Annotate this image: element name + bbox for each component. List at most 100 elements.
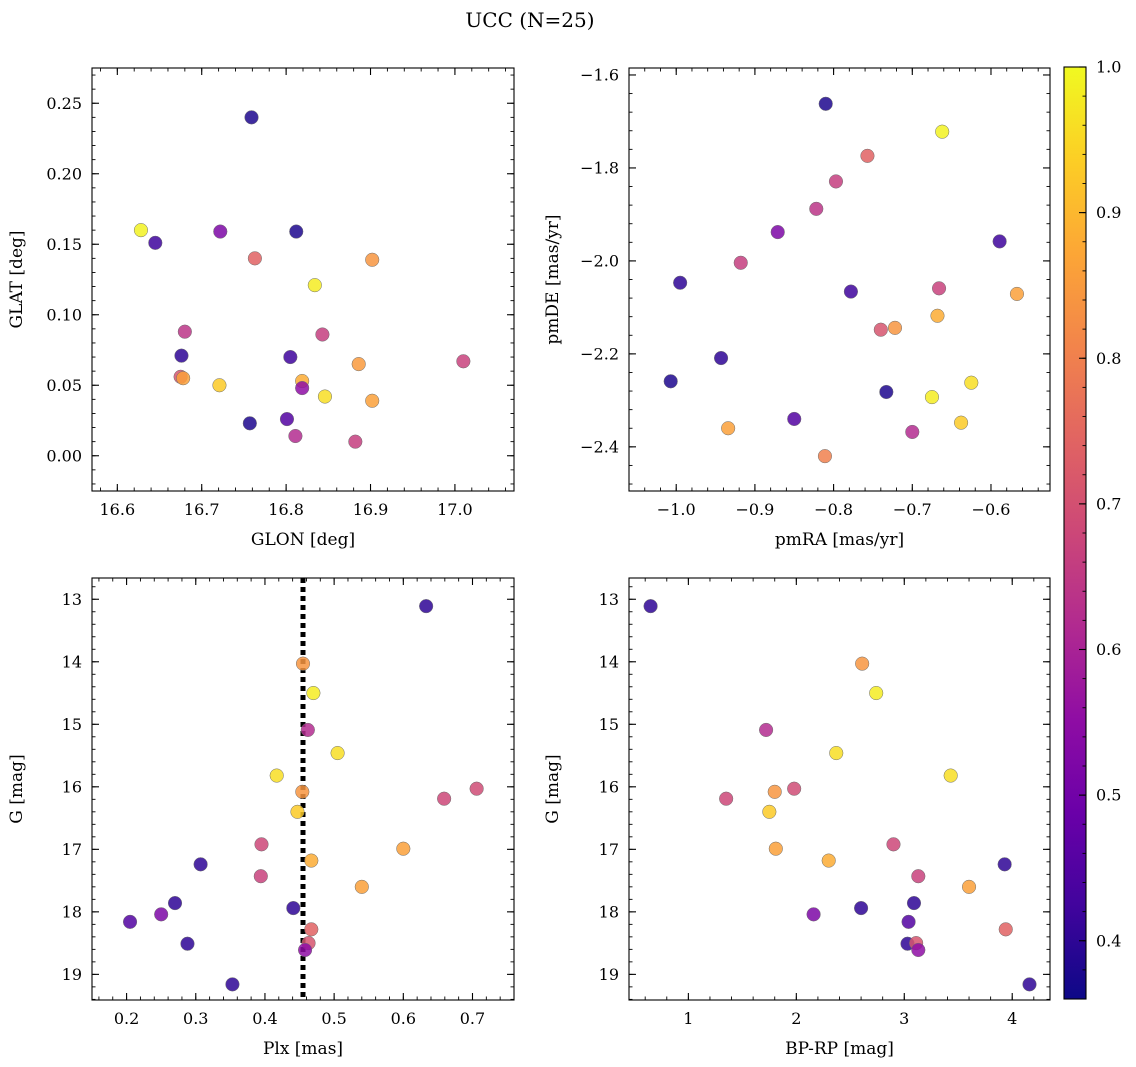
- y-tick-label: −2.2: [580, 344, 619, 363]
- x-tick-label: −0.8: [814, 500, 853, 519]
- scatter-point: [905, 424, 920, 440]
- scatter-point: [887, 320, 903, 335]
- y-tick-label: 14: [599, 652, 619, 671]
- scatter-point: [304, 853, 319, 868]
- scatter-point: [719, 791, 734, 806]
- scatter-point: [315, 327, 330, 342]
- scatter-point: [954, 415, 969, 430]
- x-axis-label: GLON [deg]: [251, 530, 355, 550]
- colorbar-tick-label: 1.0: [1096, 58, 1121, 77]
- scatter-point: [283, 350, 298, 365]
- scatter-point: [964, 375, 979, 390]
- scatter-point: [930, 308, 945, 323]
- y-tick-label: −2.4: [580, 437, 619, 456]
- scatter-point: [254, 837, 269, 852]
- scatter-point: [174, 348, 189, 363]
- scatter-point: [330, 746, 345, 761]
- y-tick-label: 0.10: [46, 305, 82, 324]
- scatter-point: [924, 390, 940, 405]
- scatter-point: [396, 841, 411, 856]
- scatter-point: [663, 374, 678, 389]
- scatter-point: [714, 351, 729, 366]
- scatter-point: [154, 907, 169, 922]
- scatter-point: [295, 381, 310, 396]
- y-tick-label: 18: [62, 902, 82, 921]
- y-tick-label: 15: [62, 715, 82, 734]
- figure-title: UCC (N=25): [465, 8, 594, 32]
- scatter-point: [860, 148, 875, 163]
- scatter-point: [244, 110, 259, 125]
- scatter-point: [348, 434, 363, 449]
- x-tick-label: −0.9: [735, 500, 774, 519]
- scatter-point: [300, 722, 315, 737]
- y-tick-label: 17: [599, 840, 619, 859]
- x-tick-label: −0.6: [972, 500, 1011, 519]
- scatter-point: [354, 879, 369, 894]
- scatter-point: [419, 599, 434, 614]
- scatter-point: [828, 174, 844, 189]
- scatter-point: [212, 378, 227, 393]
- scatter-point: [770, 225, 785, 240]
- panel-pmra-pmde: −1.0 −0.9 −0.8 −0.7 −0.6 −2.4 −2.2 −2.0 −1.8 −1.6…: [543, 65, 1051, 550]
- scatter-point: [843, 284, 858, 299]
- y-tick-label: 19: [62, 965, 82, 984]
- scatter-point: [177, 324, 192, 339]
- y-tick-label: 19: [599, 965, 619, 984]
- y-axis-label: GLAT [deg]: [7, 230, 27, 328]
- y-tick-label: 15: [599, 715, 619, 734]
- scatter-point: [935, 124, 950, 139]
- y-tick-label: −2.0: [580, 251, 619, 270]
- scatter-point: [288, 428, 303, 444]
- scatter-point: [768, 841, 783, 856]
- x-tick-label: 0.2: [114, 1009, 139, 1028]
- scatter-point: [289, 224, 304, 239]
- scatter-point: [886, 837, 901, 852]
- scatter-point: [213, 224, 228, 239]
- scatter-point: [1022, 977, 1037, 992]
- y-tick-label: −1.6: [580, 65, 619, 84]
- scatter-point: [247, 251, 262, 266]
- scatter-point: [295, 656, 311, 671]
- y-tick-label: 18: [599, 902, 619, 921]
- scatter-point: [242, 416, 257, 431]
- colorbar-tick-label: 0.7: [1096, 494, 1121, 513]
- scatter-point: [869, 685, 884, 701]
- y-tick-label: −1.8: [580, 158, 619, 177]
- y-tick-label: 0.20: [46, 164, 82, 183]
- panel-bprp-g: 1 2 3 4 13 14 15 16 17 18 19 BP-RP [mag] G [mag]: [543, 577, 1051, 1059]
- colorbar-tick-label: 0.6: [1096, 640, 1121, 659]
- scatter-point: [295, 784, 310, 799]
- scatter-point: [317, 389, 332, 404]
- scatter-point: [180, 936, 195, 951]
- scatter-point: [762, 804, 777, 819]
- axes-frame: [628, 577, 1051, 1001]
- scatter-point: [821, 853, 836, 868]
- colorbar-tick-label: 0.5: [1096, 786, 1121, 805]
- scatter-point: [306, 685, 321, 701]
- scatter-point: [943, 768, 958, 783]
- scatter-point: [817, 449, 832, 464]
- x-tick-label: 0.6: [391, 1009, 416, 1028]
- y-tick-label: 16: [599, 777, 619, 796]
- scatter-point: [298, 942, 313, 958]
- scatter-point: [307, 278, 322, 293]
- scatter-point: [931, 281, 947, 296]
- x-axis-label: Plx [mas]: [263, 1039, 343, 1059]
- scatter-point: [437, 791, 452, 806]
- scatter-point: [469, 781, 484, 796]
- scatter-point: [365, 252, 380, 267]
- scatter-point: [759, 722, 774, 737]
- y-tick-label: 17: [62, 840, 82, 859]
- panel-plx-g: 0.2 0.3 0.4 0.5 0.6 0.7 13 14 15 16 17 18 19 Plx [mas…: [7, 577, 515, 1059]
- colorbar-tick-label: 0.4: [1096, 931, 1121, 950]
- axes-frame: [628, 67, 1051, 492]
- x-axis-label: pmRA [mas/yr]: [775, 530, 904, 550]
- scatter-point: [961, 879, 977, 894]
- y-tick-label: 16: [62, 777, 82, 796]
- x-tick-label: 0.7: [460, 1009, 485, 1028]
- scatter-point: [879, 384, 894, 400]
- scatter-point: [193, 857, 208, 872]
- axes-frame: [91, 67, 515, 492]
- y-tick-label: 0.00: [46, 446, 82, 465]
